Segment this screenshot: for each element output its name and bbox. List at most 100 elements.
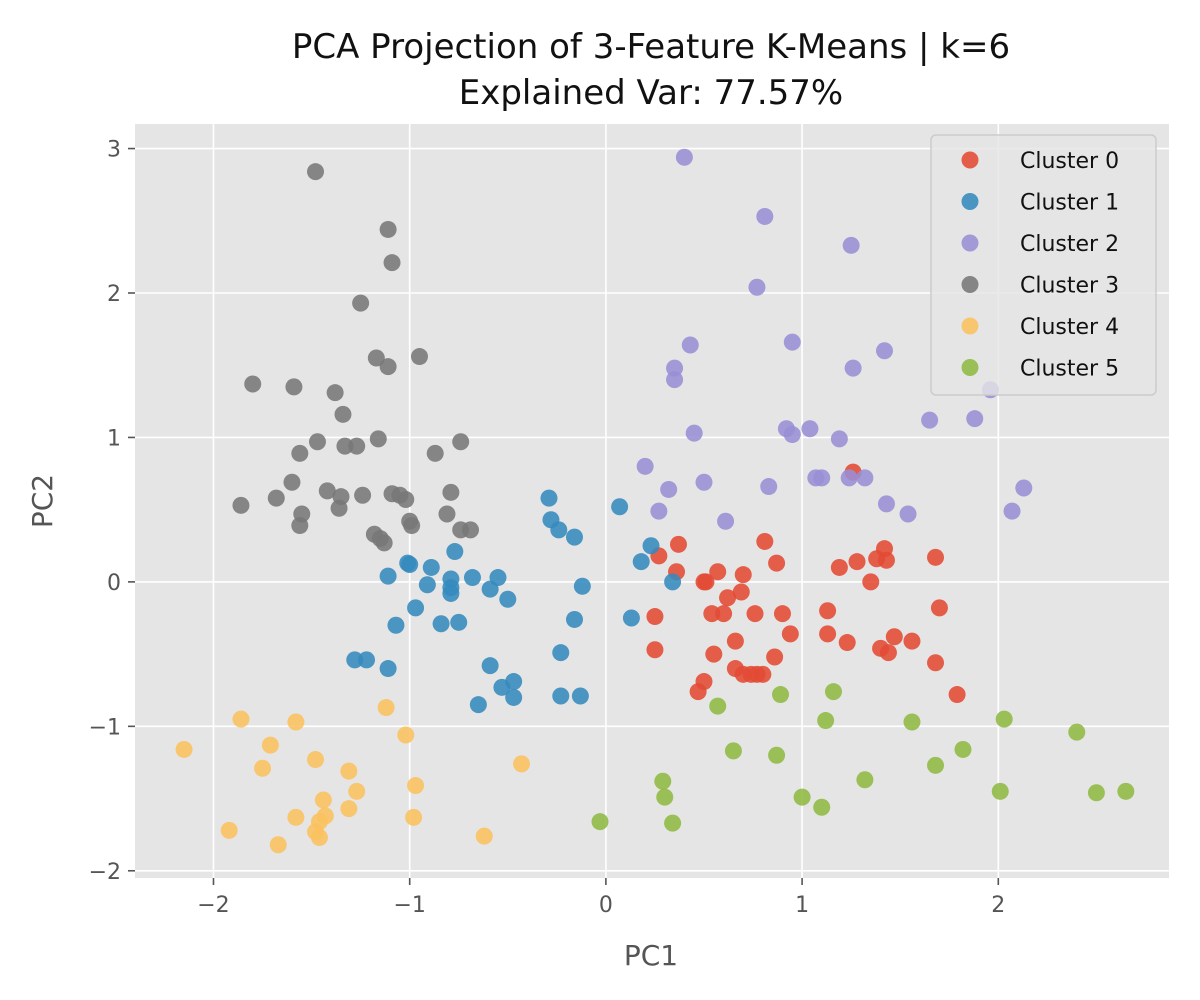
cluster-1-point bbox=[346, 651, 364, 669]
y-tick-label: −2 bbox=[89, 860, 121, 885]
cluster-3-point bbox=[308, 433, 326, 451]
cluster-1-point bbox=[505, 673, 523, 691]
cluster-0-point bbox=[669, 535, 687, 553]
cluster-3-point bbox=[336, 437, 354, 455]
cluster-5-point bbox=[664, 814, 682, 832]
scatter-points bbox=[175, 148, 1135, 854]
cluster-3-point bbox=[291, 444, 309, 462]
legend-box bbox=[930, 134, 1157, 396]
cluster-3-point bbox=[462, 521, 480, 539]
cluster-1-point bbox=[481, 657, 499, 675]
legend-label-cluster-3: Cluster 3 bbox=[1020, 274, 1119, 299]
cluster-5-point bbox=[856, 771, 874, 789]
cluster-5-point bbox=[1087, 784, 1105, 802]
cluster-1-point bbox=[622, 609, 640, 627]
cluster-2-point bbox=[717, 512, 735, 530]
legend-label-cluster-0: Cluster 0 bbox=[1020, 149, 1119, 174]
cluster-0-point bbox=[646, 608, 664, 626]
legend-marker-cluster-4 bbox=[961, 317, 979, 335]
cluster-4-point bbox=[175, 740, 193, 758]
cluster-1-point bbox=[387, 616, 405, 634]
cluster-0-point bbox=[948, 686, 966, 704]
cluster-0-point bbox=[862, 573, 880, 591]
chart-title: PCA Projection of 3-Feature K-Means | k=… bbox=[292, 27, 1010, 67]
cluster-4-point bbox=[348, 782, 366, 800]
cluster-5-point bbox=[793, 788, 811, 806]
legend: Cluster 0 Cluster 1 Cluster 2 Cluster 3 Clus… bbox=[930, 134, 1157, 396]
cluster-3-point bbox=[330, 499, 348, 517]
cluster-2-point bbox=[876, 342, 894, 360]
cluster-2-point bbox=[1015, 479, 1033, 497]
cluster-5-point bbox=[824, 683, 842, 701]
cluster-1-point bbox=[565, 528, 583, 546]
cluster-2-point bbox=[660, 480, 678, 498]
cluster-2-point bbox=[685, 424, 703, 442]
cluster-3-point bbox=[232, 496, 250, 514]
cluster-0-point bbox=[773, 605, 791, 623]
cluster-1-point bbox=[664, 573, 682, 591]
cluster-5-point bbox=[903, 713, 921, 731]
cluster-5-point bbox=[591, 813, 609, 831]
cluster-2-point bbox=[650, 502, 668, 520]
cluster-2-point bbox=[675, 148, 693, 166]
cluster-0-point bbox=[697, 573, 715, 591]
y-axis-label: PC2 bbox=[26, 474, 59, 528]
cluster-5-point bbox=[1068, 723, 1086, 741]
cluster-4-point bbox=[475, 827, 493, 845]
legend-label-cluster-2: Cluster 2 bbox=[1020, 232, 1119, 257]
cluster-4-point bbox=[397, 726, 415, 744]
cluster-3-point bbox=[426, 444, 444, 462]
cluster-1-point bbox=[573, 577, 591, 595]
cluster-0-point bbox=[877, 551, 895, 569]
cluster-0-point bbox=[781, 625, 799, 643]
cluster-5-point bbox=[813, 798, 831, 816]
cluster-1-point bbox=[611, 498, 629, 516]
cluster-3-point bbox=[403, 517, 421, 535]
x-axis-label: PC1 bbox=[624, 939, 678, 972]
cluster-4-point bbox=[405, 808, 423, 826]
chart-subtitle: Explained Var: 77.57% bbox=[459, 73, 844, 113]
cluster-1-point bbox=[565, 610, 583, 628]
cluster-5-point bbox=[995, 710, 1013, 728]
cluster-1-point bbox=[550, 521, 568, 539]
cluster-0-point bbox=[819, 602, 837, 620]
cluster-2-point bbox=[681, 336, 699, 354]
cluster-0-point bbox=[848, 553, 866, 571]
legend-label-cluster-5: Cluster 5 bbox=[1020, 357, 1119, 382]
cluster-4-point bbox=[220, 821, 238, 839]
cluster-1-point bbox=[552, 644, 570, 662]
cluster-2-point bbox=[756, 207, 774, 225]
cluster-2-point bbox=[1003, 502, 1021, 520]
y-tick-label: 0 bbox=[107, 571, 121, 596]
cluster-0-point bbox=[734, 566, 752, 584]
cluster-4-point bbox=[261, 736, 279, 754]
cluster-1-point bbox=[632, 553, 650, 571]
cluster-3-point bbox=[244, 375, 262, 393]
legend-label-cluster-4: Cluster 4 bbox=[1020, 315, 1119, 340]
cluster-1-point bbox=[442, 584, 460, 602]
cluster-5-point bbox=[768, 746, 786, 764]
legend-marker-cluster-3 bbox=[961, 276, 979, 293]
cluster-5-point bbox=[954, 740, 972, 758]
cluster-4-point bbox=[254, 759, 272, 777]
cluster-2-point bbox=[856, 469, 874, 487]
cluster-0-point bbox=[885, 628, 903, 646]
cluster-0-point bbox=[646, 641, 664, 659]
cluster-1-point bbox=[399, 554, 417, 572]
cluster-3-point bbox=[397, 491, 415, 509]
cluster-0-point bbox=[930, 599, 948, 617]
cluster-1-point bbox=[450, 613, 468, 631]
cluster-0-point bbox=[746, 605, 764, 623]
y-tick-label: 3 bbox=[107, 138, 121, 163]
cluster-1-point bbox=[422, 558, 440, 576]
cluster-3-point bbox=[375, 534, 393, 552]
cluster-5-point bbox=[817, 712, 835, 730]
cluster-1-point bbox=[407, 599, 425, 617]
cluster-0-point bbox=[695, 673, 713, 691]
cluster-0-point bbox=[726, 632, 744, 650]
cluster-4-point bbox=[340, 762, 358, 780]
x-tick-label: −1 bbox=[393, 893, 425, 918]
cluster-2-point bbox=[783, 426, 801, 444]
legend-label-cluster-1: Cluster 1 bbox=[1020, 191, 1119, 216]
